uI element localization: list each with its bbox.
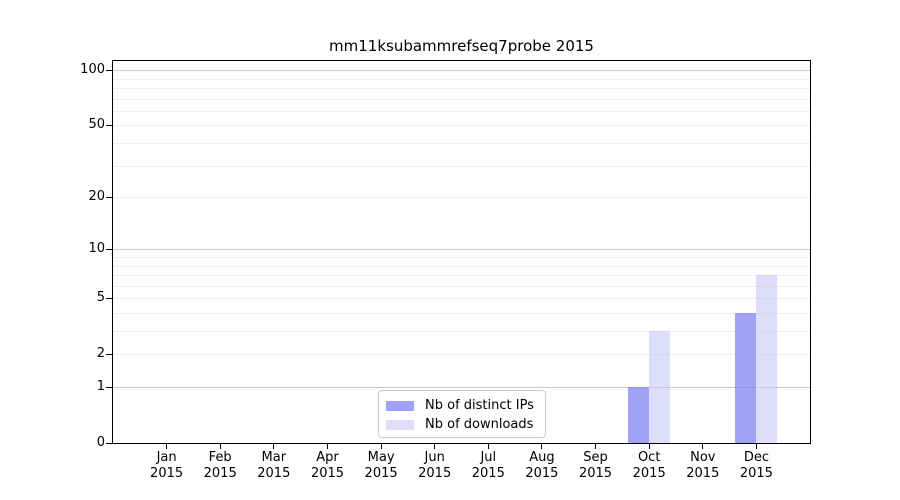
- gridline-minor-6: [113, 285, 810, 287]
- x-tick-year: 2015: [578, 466, 613, 481]
- x-tick-label-aug: Aug 2015: [510, 450, 574, 482]
- x-tick-month: Jan: [156, 450, 177, 465]
- x-tick-mark-apr: [327, 443, 328, 449]
- gridline-minor-2: [113, 354, 810, 356]
- gridline-major-10: [113, 249, 810, 251]
- gridline-minor-30: [113, 165, 810, 167]
- x-tick-label-oct: Oct 2015: [617, 450, 681, 482]
- x-tick-month: Aug: [529, 450, 555, 465]
- y-tick-mark-1: [106, 386, 113, 388]
- legend: Nb of distinct IPs Nb of downloads: [378, 390, 546, 438]
- x-tick-year: 2015: [686, 466, 720, 481]
- x-tick-year: 2015: [471, 466, 505, 481]
- y-tick-mark-5: [106, 297, 113, 299]
- x-tick-year: 2015: [739, 466, 773, 481]
- x-tick-mark-sep: [595, 443, 596, 449]
- gridline-minor-80: [113, 88, 810, 89]
- x-tick-mark-jun: [434, 443, 436, 449]
- gridline-major-100: [113, 70, 810, 72]
- y-tick-mark-100: [106, 69, 113, 71]
- x-tick-label-jan: Jan 2015: [135, 450, 199, 482]
- x-tick-mark-oct: [648, 443, 650, 449]
- y-tick-label-5: 5: [96, 290, 105, 306]
- gridline-minor-20: [113, 197, 810, 199]
- x-tick-month: Dec: [743, 450, 769, 465]
- y-tick-label-20: 20: [88, 189, 105, 205]
- bar-dec-distinct-ips: [735, 313, 757, 443]
- gridline-minor-50: [113, 125, 810, 127]
- gridline-major-1: [113, 387, 810, 388]
- legend-item-downloads: Nb of downloads: [386, 415, 537, 434]
- gridline-minor-9: [113, 257, 810, 258]
- gridline-minor-40: [113, 143, 810, 144]
- x-tick-year: 2015: [364, 466, 398, 481]
- x-tick-month: Jun: [424, 450, 445, 465]
- gridline-minor-3: [113, 331, 810, 332]
- x-tick-month: Jul: [480, 450, 497, 465]
- y-tick-label-10: 10: [88, 241, 105, 257]
- bar-dec-downloads: [756, 275, 778, 443]
- x-tick-mark-feb: [219, 443, 221, 449]
- x-tick-month: Mar: [261, 450, 287, 465]
- x-tick-month: Oct: [637, 450, 661, 465]
- y-tick-label-1: 1: [96, 379, 105, 394]
- x-tick-mark-jul: [487, 443, 489, 449]
- legend-swatch-distinct-ips: [386, 400, 414, 411]
- x-tick-label-jul: Jul 2015: [456, 450, 520, 482]
- gridline-minor-8: [113, 265, 810, 267]
- y-tick-label-2: 2: [96, 346, 105, 362]
- x-tick-mark-jan: [166, 443, 168, 449]
- x-tick-mark-aug: [541, 443, 543, 449]
- chart-title: mm11ksubammrefseq7probe 2015: [329, 37, 594, 55]
- x-tick-mark-may: [380, 443, 382, 449]
- x-tick-mark-mar: [273, 443, 275, 449]
- x-tick-label-dec: Dec 2015: [724, 450, 788, 482]
- plot-area: [112, 60, 811, 444]
- x-tick-year: 2015: [150, 466, 184, 481]
- x-tick-label-may: May 2015: [349, 450, 413, 482]
- legend-label-distinct-ips: Nb of distinct IPs: [425, 398, 534, 413]
- x-tick-year: 2015: [418, 466, 452, 481]
- x-tick-mark-dec: [755, 443, 757, 449]
- bar-oct-distinct-ips: [628, 387, 650, 443]
- x-tick-mark-nov: [702, 443, 704, 449]
- gridline-minor-5: [113, 298, 810, 300]
- x-tick-month: Feb: [208, 450, 232, 465]
- y-tick-label-100: 100: [80, 62, 105, 78]
- x-tick-label-nov: Nov 2015: [671, 450, 735, 482]
- x-tick-month: Nov: [690, 450, 716, 465]
- x-tick-month: Sep: [583, 450, 608, 465]
- x-tick-year: 2015: [203, 466, 237, 481]
- y-tick-mark-10: [106, 248, 113, 250]
- y-tick-mark-50: [106, 124, 113, 126]
- x-tick-month: May: [367, 450, 395, 465]
- legend-label-downloads: Nb of downloads: [425, 417, 534, 432]
- y-tick-label-0: 0: [96, 435, 105, 450]
- x-tick-year: 2015: [310, 466, 345, 481]
- x-tick-label-mar: Mar 2015: [242, 450, 306, 482]
- gridline-minor-70: [113, 98, 810, 100]
- x-tick-label-jun: Jun 2015: [403, 450, 467, 482]
- x-tick-label-sep: Sep 2015: [564, 450, 628, 482]
- x-tick-label-feb: Feb 2015: [188, 450, 252, 482]
- gridline-minor-7: [113, 275, 810, 276]
- y-tick-mark-2: [106, 353, 113, 355]
- bar-oct-downloads: [649, 331, 671, 443]
- x-tick-year: 2015: [525, 466, 559, 481]
- x-tick-year: 2015: [257, 466, 291, 481]
- x-tick-label-apr: Apr 2015: [296, 450, 360, 482]
- gridline-minor-60: [113, 110, 810, 112]
- x-tick-year: 2015: [632, 466, 666, 481]
- gridline-minor-90: [113, 78, 810, 80]
- y-tick-mark-0: [106, 442, 113, 444]
- gridline-minor-4: [113, 313, 810, 314]
- x-tick-month: Apr: [316, 450, 339, 465]
- y-tick-mark-20: [106, 196, 113, 198]
- y-tick-label-50: 50: [88, 117, 105, 133]
- legend-item-distinct-ips: Nb of distinct IPs: [386, 396, 537, 415]
- legend-swatch-downloads: [386, 419, 414, 430]
